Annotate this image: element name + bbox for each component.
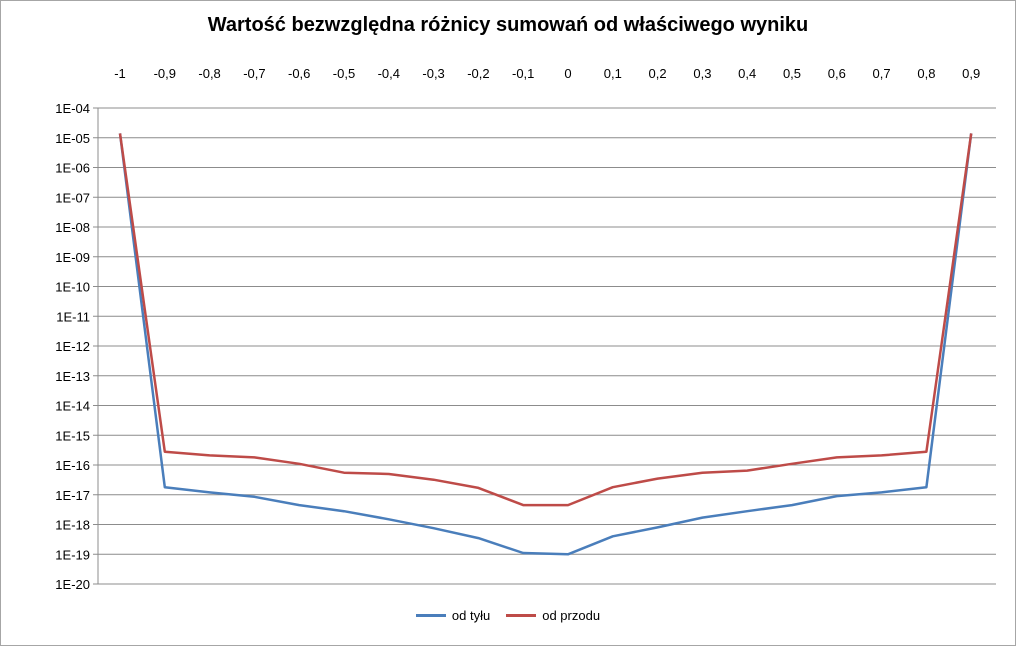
x-tick-label: 0,4	[738, 66, 756, 81]
y-tick-label: 1E-10	[55, 280, 90, 295]
x-tick-label: -0,1	[512, 66, 534, 81]
x-tick-label: 0,3	[693, 66, 711, 81]
x-tick-label: -0,4	[378, 66, 400, 81]
series-line-od-przodu	[118, 133, 973, 507]
y-tick-label: 1E-07	[55, 190, 90, 205]
y-tick-label: 1E-16	[55, 458, 90, 473]
y-tick-label: 1E-18	[55, 518, 90, 533]
y-tick-label: 1E-06	[55, 161, 90, 176]
y-tick-label: 1E-19	[55, 547, 90, 562]
x-tick-label: -1	[114, 66, 126, 81]
y-tick-label: 1E-04	[55, 101, 90, 116]
y-tick-label: 1E-11	[56, 309, 90, 324]
x-tick-label: -0,7	[243, 66, 265, 81]
x-tick-label: 0,8	[917, 66, 935, 81]
legend-swatch	[415, 614, 446, 617]
legend-item: od tyłu	[415, 608, 491, 623]
x-tick-label: 0,7	[873, 66, 891, 81]
y-tick-label: 1E-13	[55, 369, 90, 384]
y-tick-label: 1E-17	[55, 488, 90, 503]
x-tick-label: 0,6	[828, 66, 846, 81]
x-tick-label: -0,5	[333, 66, 355, 81]
legend-item: od przodu	[506, 608, 600, 623]
y-tick-label: 1E-15	[55, 428, 90, 443]
x-tick-label: -0,9	[154, 66, 176, 81]
x-tick-label: -0,6	[288, 66, 310, 81]
legend-label: od tyłu	[451, 608, 491, 623]
x-tick-label: 0,5	[783, 66, 801, 81]
x-tick-label: 0,1	[604, 66, 622, 81]
y-tick-label: 1E-08	[55, 220, 90, 235]
x-tick-label: -0,2	[467, 66, 489, 81]
y-tick-label: 1E-05	[55, 131, 90, 146]
x-tick-label: 0,9	[962, 66, 980, 81]
x-tick-label: 0,2	[649, 66, 667, 81]
y-tick-label: 1E-09	[55, 250, 90, 265]
x-tick-label: -0,3	[422, 66, 444, 81]
y-tick-label: 1E-12	[55, 339, 90, 354]
legend-swatch	[506, 614, 537, 617]
y-tick-label: 1E-20	[55, 577, 90, 592]
x-tick-label: 0	[564, 66, 571, 81]
legend-label: od przodu	[542, 608, 601, 623]
legend: od tyłu od przodu	[0, 608, 1016, 623]
chart-title: Wartość bezwzględna różnicy sumowań od w…	[207, 14, 809, 36]
y-tick-label: 1E-14	[55, 399, 90, 414]
series-line-od-tylu	[118, 133, 973, 556]
x-tick-label: -0,8	[198, 66, 220, 81]
